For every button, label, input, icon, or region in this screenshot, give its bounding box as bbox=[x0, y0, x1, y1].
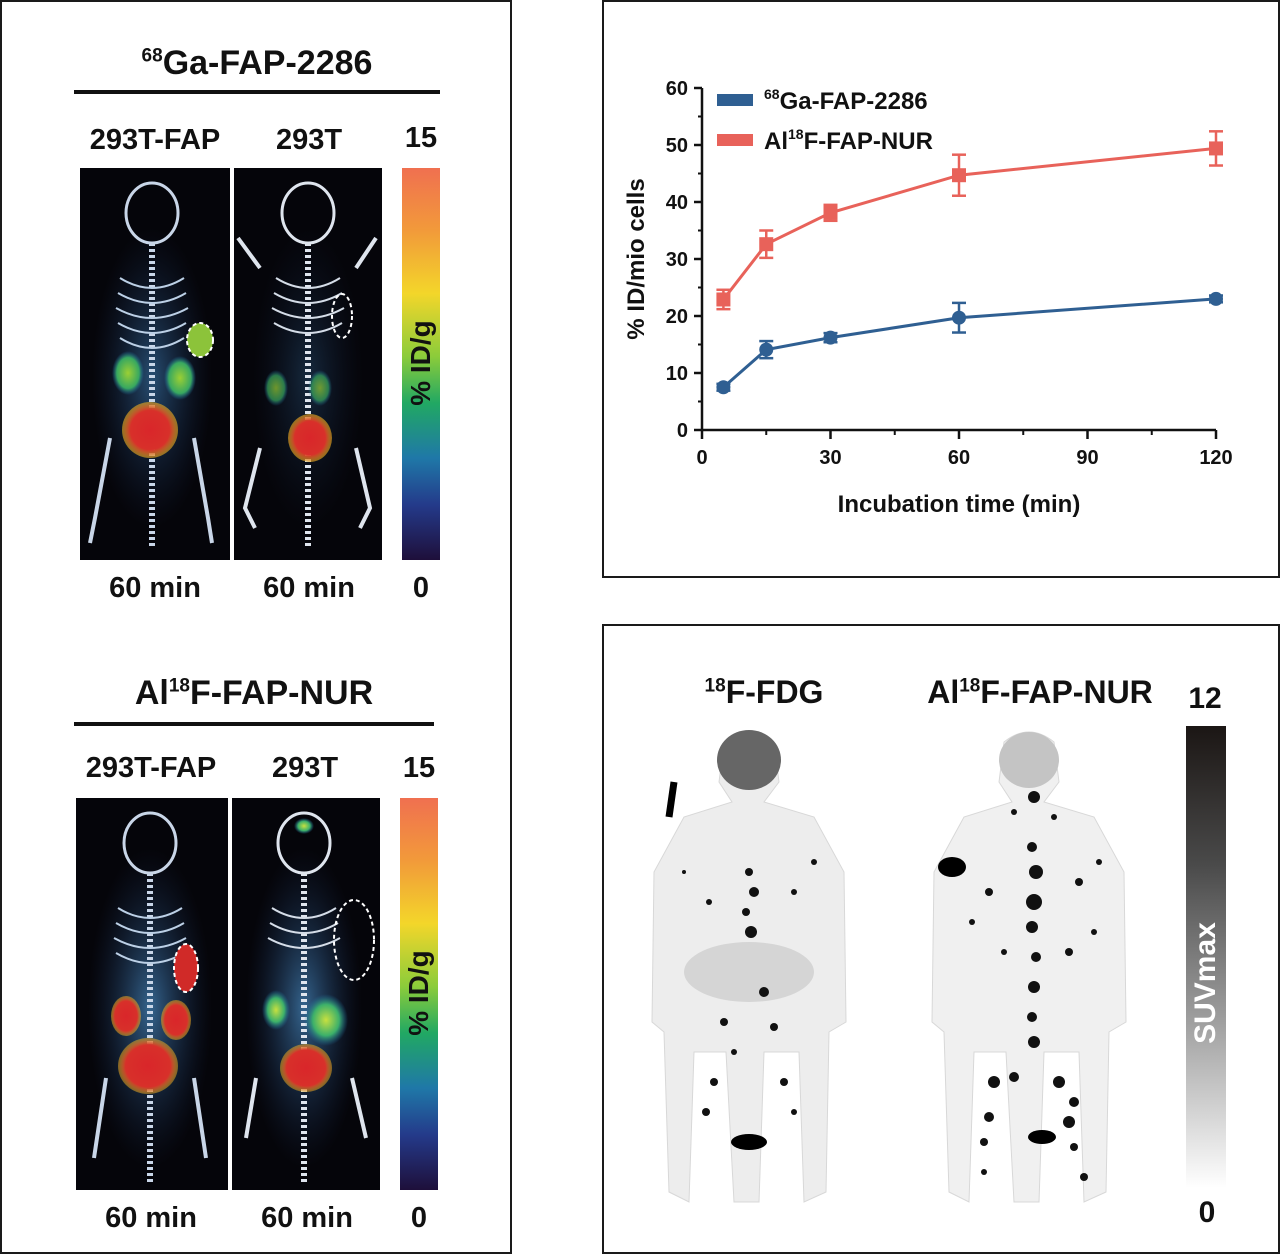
scale-max-label-bottom: 15 bbox=[402, 752, 436, 784]
x-tick-label: 90 bbox=[1076, 447, 1098, 469]
data-point bbox=[716, 292, 731, 307]
y-tick-label: 40 bbox=[666, 192, 688, 214]
colorbar-label-top: % ID/g bbox=[405, 320, 436, 406]
x-tick-label: 120 bbox=[1199, 447, 1232, 469]
tracer-name: F-FAP-NUR bbox=[980, 674, 1153, 710]
pet-body-fdg bbox=[651, 730, 847, 1203]
pet-image-fdg bbox=[614, 722, 884, 1242]
colorbar-label-bottom: % ID/g bbox=[403, 950, 434, 1036]
scale-min-label-top: 0 bbox=[412, 572, 430, 604]
colorbar-bottom bbox=[400, 798, 438, 1190]
scale-max-label: 15 bbox=[404, 122, 438, 154]
tracer-name: F-FAP-NUR bbox=[189, 674, 374, 712]
isotope-superscript: 18 bbox=[959, 675, 981, 697]
tracer-title-top: 68Ga-FAP-2286 bbox=[74, 44, 440, 83]
time-label-1-top: 60 min bbox=[109, 572, 201, 604]
mouse-293t bbox=[236, 181, 378, 548]
y-tick-label: 30 bbox=[666, 249, 688, 271]
isotope-superscript: 18 bbox=[168, 675, 190, 697]
uptake-chart-panel: 0 10 20 30 40 50 60 0 30 60 90 120 Incubation time (… bbox=[602, 0, 1280, 578]
colorbar-top bbox=[402, 168, 440, 560]
y-tick-label: 0 bbox=[677, 420, 688, 442]
data-point bbox=[823, 205, 838, 220]
legend-swatch-1 bbox=[717, 94, 753, 106]
mouse-scan-bottom bbox=[76, 798, 380, 1190]
mouse-293t-bottom bbox=[244, 811, 375, 1183]
data-point bbox=[952, 310, 966, 325]
pet-body-fap-nur bbox=[931, 731, 1127, 1203]
column-label-293t-fap: 293T-FAP bbox=[89, 124, 221, 156]
column-label-293t-fap-bottom: 293T-FAP bbox=[85, 752, 217, 784]
suv-grayscale-bar bbox=[1186, 726, 1226, 1188]
x-tick-label: 60 bbox=[948, 447, 970, 469]
y-tick-label: 60 bbox=[666, 78, 688, 100]
title-rule-top bbox=[74, 90, 440, 94]
pet-label-fap-nur: Al18F-FAP-NUR bbox=[910, 674, 1170, 711]
y-axis-label: % ID/mio cells bbox=[623, 178, 650, 339]
isotope-superscript: 18 bbox=[704, 675, 726, 697]
mouse-scan-image-bottom bbox=[88, 798, 375, 1190]
pet-label-fdg: 18F-FDG bbox=[644, 674, 884, 711]
pet-comparison-panel: 18F-FDG Al18F-FAP-NUR 12 bbox=[602, 624, 1280, 1254]
time-label-1-bottom: 60 min bbox=[105, 1202, 197, 1234]
series-line-2 bbox=[722, 146, 1217, 301]
mouse-scan-image bbox=[88, 168, 378, 560]
time-label-2-top: 60 min bbox=[263, 572, 355, 604]
tracer-name: F-FDG bbox=[725, 674, 824, 710]
time-label-2-bottom: 60 min bbox=[261, 1202, 353, 1234]
tracer-name: Ga-FAP-2286 bbox=[162, 44, 373, 82]
series-line-1 bbox=[722, 297, 1217, 389]
left-imaging-panel: 68Ga-FAP-2286 293T-FAP 293T 15 bbox=[0, 0, 512, 1254]
data-point bbox=[759, 237, 774, 252]
x-tick-label: 30 bbox=[819, 447, 841, 469]
scale-min-label-bottom: 0 bbox=[410, 1202, 428, 1234]
mouse-293t-fap-bottom bbox=[88, 811, 212, 1183]
x-axis-label: Incubation time (min) bbox=[838, 491, 1081, 518]
y-tick-label: 10 bbox=[666, 363, 688, 385]
data-point bbox=[716, 380, 731, 395]
mouse-293t-fap bbox=[88, 181, 214, 548]
isotope-superscript: 68 bbox=[141, 45, 163, 67]
uptake-chart: 0 10 20 30 40 50 60 0 30 60 90 120 Incubation time (… bbox=[623, 78, 1233, 518]
tracer-prefix: Al bbox=[927, 674, 960, 710]
mouse-scan-293t-fap-top bbox=[80, 168, 382, 560]
data-point bbox=[759, 342, 774, 357]
legend-swatch-2 bbox=[717, 134, 753, 146]
column-label-293t: 293T bbox=[275, 124, 343, 156]
suv-min-value: 0 bbox=[1198, 1196, 1216, 1229]
data-point bbox=[952, 168, 966, 183]
tracer-title-bottom: Al18F-FAP-NUR bbox=[74, 674, 434, 713]
suv-bar-label: SUVmax bbox=[1189, 922, 1222, 1044]
column-label-293t-bottom: 293T bbox=[271, 752, 339, 784]
pet-image-fap-nur bbox=[894, 722, 1164, 1242]
x-tick-label: 0 bbox=[696, 447, 707, 469]
y-tick-label: 20 bbox=[666, 306, 688, 328]
data-point bbox=[1209, 291, 1223, 306]
data-point bbox=[1209, 141, 1223, 156]
legend-label-1: 68Ga-FAP-2286 bbox=[764, 86, 928, 115]
suv-max-value: 12 bbox=[1188, 682, 1222, 715]
tracer-prefix: Al bbox=[134, 674, 169, 712]
legend-label-2: Al18F-FAP-NUR bbox=[764, 126, 933, 155]
y-tick-label: 50 bbox=[666, 135, 688, 157]
title-rule-bottom bbox=[74, 722, 434, 726]
data-point bbox=[823, 330, 838, 345]
